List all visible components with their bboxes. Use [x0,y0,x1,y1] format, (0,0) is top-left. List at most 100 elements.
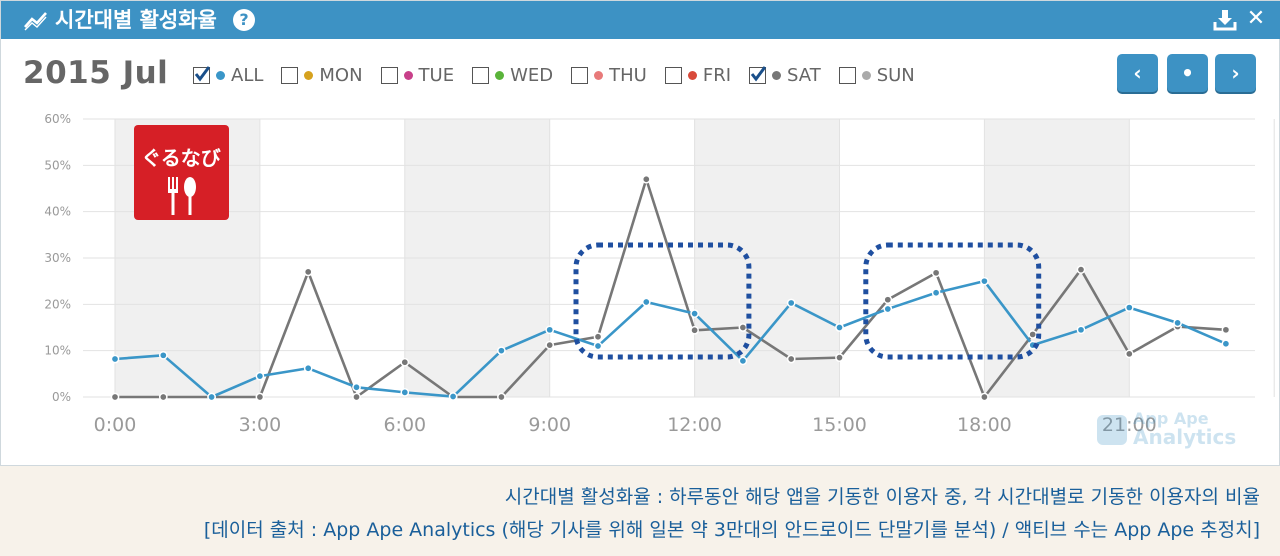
data-point-all [980,276,989,286]
series-color-dot [594,70,604,80]
data-point-sat [303,267,313,277]
data-point-sat [835,353,844,362]
data-point-sat [1076,265,1086,274]
data-point-all [303,363,313,373]
data-point-all [931,288,941,298]
panel-title: 시간대별 활성화율 [55,8,217,32]
data-point-sat [545,340,555,350]
series-line-all [114,279,1227,399]
y-tick-label: 60% [44,112,71,126]
x-tick-label: 18:00 [957,414,1012,436]
y-tick-label: 30% [44,251,71,265]
series-color-dot [861,70,871,80]
data-point-sat [497,392,506,402]
help-icon[interactable]: ? [233,9,255,31]
data-point-sat [1221,325,1231,335]
close-icon[interactable]: ✕ [1246,6,1266,31]
highlight-box [863,242,1042,360]
data-point-sat [883,295,893,305]
next-button[interactable]: › [1215,54,1256,92]
series-color-dot [304,70,314,80]
data-point-sat [593,332,603,342]
data-point-all [207,392,216,402]
watermark-line1: App Ape [1133,409,1209,428]
data-point-sat [255,392,265,402]
filter-thu[interactable]: THU [571,65,647,86]
filter-checkbox[interactable] [472,66,490,84]
download-icon[interactable] [1213,9,1237,31]
filter-label: THU [609,64,647,86]
filter-checkbox[interactable] [664,66,682,84]
title-bar: 시간대별 활성화율 ? ✕ [1,1,1280,39]
data-point-sat [110,392,120,402]
filter-label: FRI [702,64,732,86]
data-point-sat [641,174,651,184]
filter-checkbox[interactable] [749,65,767,84]
x-tick-label: 9:00 [528,414,571,436]
series-color-dot [403,70,413,80]
filter-label: WED [510,64,554,86]
data-point-all [255,371,265,381]
x-tick-label: 3:00 [239,414,282,436]
prev-button[interactable]: ‹ [1117,54,1158,92]
x-tick-label: 6:00 [383,414,426,436]
data-point-sat [400,357,410,367]
filter-fri[interactable]: FRI [664,64,732,86]
series-color-dot [495,70,505,80]
y-tick-label: 20% [44,297,71,311]
gurunavi-logo-icon: ぐるなび [141,146,222,215]
data-point-all [1173,318,1182,328]
data-point-sat [931,268,941,278]
filter-sun[interactable]: SUN [838,65,915,86]
highlight-box [573,242,752,360]
data-point-all [400,388,410,397]
filter-mon[interactable]: MON [281,65,363,86]
data-point-all [593,341,603,351]
filter-label: ALL [231,64,264,86]
data-point-all [448,392,458,401]
weekday-filters: ALL MON TUE WED THU FRI SAT SUN [193,63,933,87]
data-point-sat [1028,330,1038,339]
filter-wed[interactable]: WED [472,65,553,86]
data-point-all [1221,339,1231,349]
data-point-sat [158,392,168,402]
app-logo: ぐるなび [134,125,229,220]
data-point-sat [738,323,748,332]
data-point-sat [1124,349,1134,359]
filter-label: TUE [418,64,455,86]
svg-text:ぐるなび: ぐるなび [141,146,222,170]
filter-all[interactable]: ALL [193,65,263,86]
filter-checkbox[interactable] [193,65,211,84]
data-point-sat [786,354,796,364]
data-point-all [883,304,893,314]
filter-checkbox[interactable] [571,66,589,84]
data-point-all [835,323,844,332]
x-tick-label: 0:00 [94,414,137,436]
y-tick-label: 50% [44,158,71,172]
x-tick-label: 21:00 [1102,414,1157,436]
data-point-sat [980,392,989,402]
chart-panel: 시간대별 활성화율 ? ✕ 2015 Jul ALL MON TUE WED THU FR… [0,0,1280,466]
data-point-all [690,309,699,318]
filter-checkbox[interactable] [380,66,398,84]
caption-source: [데이터 출처 : App Ape Analytics (해당 기사를 위해 일… [203,519,1260,541]
filter-sat[interactable]: SAT [749,65,821,86]
data-point-all [158,350,168,360]
data-point-all [1076,325,1086,335]
filter-checkbox[interactable] [281,66,299,84]
data-point-all [352,382,361,392]
filter-checkbox[interactable] [838,66,856,84]
data-point-all [497,346,506,356]
current-button[interactable]: • [1167,54,1208,92]
date-label: 2015 Jul [23,55,169,91]
caption-definition: 시간대별 활성화율 : 하루동안 해당 앱을 기동한 이용자 중, 각 시간대별… [504,486,1260,508]
x-tick-label: 15:00 [812,414,867,436]
series-color-dot [216,70,225,80]
series-color-dot [772,70,782,80]
data-point-all [641,297,651,307]
data-point-sat [352,392,361,402]
filter-tue[interactable]: TUE [380,64,455,86]
filter-label: SAT [787,64,821,86]
series-line-sat [115,177,1226,399]
watermark: App Ape Analytics [1095,409,1255,449]
